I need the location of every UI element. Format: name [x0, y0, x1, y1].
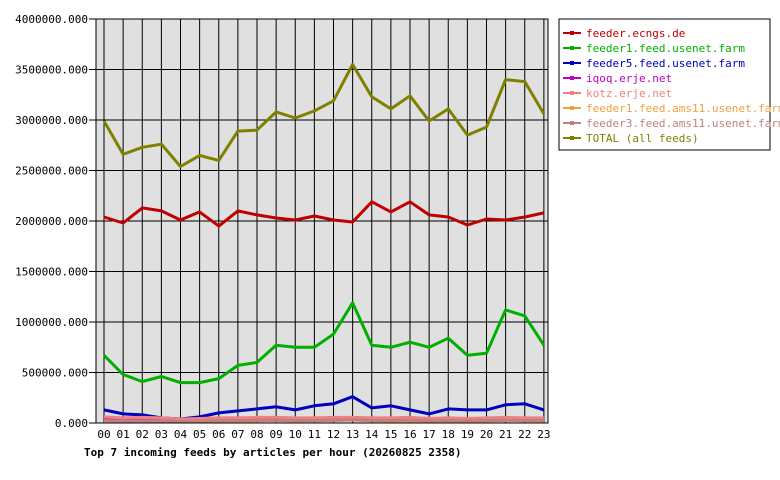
x-tick-label: 05: [193, 428, 206, 441]
chart-caption: Top 7 incoming feeds by articles per hou…: [84, 446, 462, 459]
legend-swatch-marker: [570, 91, 574, 95]
legend-label: feeder5.feed.usenet.farm: [586, 57, 745, 70]
x-tick-label: 17: [423, 428, 436, 441]
x-tick-label: 10: [289, 428, 302, 441]
x-tick-label: 03: [155, 428, 168, 441]
y-tick-label: 1500000.000: [15, 266, 88, 279]
legend-label: feeder1.feed.usenet.farm: [586, 42, 745, 55]
series-line: [102, 63, 546, 168]
legend-label: kotz.erje.net: [586, 87, 672, 100]
legend: feeder.ecngs.de feeder1.feed.usenet.farm f…: [558, 18, 780, 151]
legend-label: feeder3.feed.ams11.usenet.farm: [586, 117, 780, 130]
legend-swatch-marker: [570, 61, 574, 65]
y-tick-label: 500000.000: [22, 367, 88, 380]
x-tick-label: 14: [365, 428, 379, 441]
legend-label: iqoq.erje.net: [586, 72, 672, 85]
x-tick-label: 02: [136, 428, 149, 441]
x-tick-label: 21: [499, 428, 512, 441]
x-tick-label: 11: [308, 428, 321, 441]
y-tick-label: 2500000.000: [15, 165, 88, 178]
x-axis: 00 01 02 03 04 05 06 07 08 09 10 11 12 13 14 15 16 17 18 19…: [97, 428, 550, 441]
legend-swatch-marker: [570, 31, 574, 35]
x-tick-label: 08: [250, 428, 263, 441]
legend-swatch-marker: [570, 106, 574, 110]
x-tick-label: 23: [537, 428, 550, 441]
series-line: [103, 200, 545, 228]
x-tick-label: 09: [270, 428, 283, 441]
y-tick-label: 4000000.000: [15, 13, 88, 26]
y-tick-label: 1000000.000: [15, 316, 88, 329]
x-tick-label: 18: [442, 428, 455, 441]
x-tick-label: 12: [327, 428, 340, 441]
series-line: [102, 301, 546, 385]
legend-swatch-marker: [570, 121, 574, 125]
legend-label: feeder.ecngs.de: [586, 27, 685, 40]
y-axis: 0.000 500000.000 1000000.000 1500000.000 200…: [15, 13, 96, 430]
x-tick-label: 00: [97, 428, 110, 441]
series-line: [103, 415, 544, 421]
series-lines: [102, 63, 546, 424]
y-tick-label: 2000000.000: [15, 215, 88, 228]
series-line: [103, 418, 544, 423]
legend-label: feeder1.feed.ams11.usenet.farm: [586, 102, 780, 115]
x-tick-label: 01: [117, 428, 130, 441]
x-tick-label: 16: [403, 428, 416, 441]
legend-label: TOTAL (all feeds): [586, 132, 699, 145]
legend-swatch-marker: [570, 76, 574, 80]
legend-swatch-marker: [570, 136, 574, 140]
x-tick-label: 13: [346, 428, 359, 441]
x-tick-label: 22: [518, 428, 531, 441]
x-tick-label: 06: [212, 428, 225, 441]
plot-frame: [95, 18, 549, 424]
legend-swatch-marker: [570, 46, 574, 50]
x-tick-label: 04: [174, 428, 188, 441]
y-tick-label: 3000000.000: [15, 114, 88, 127]
y-tick-label: 3500000.000: [15, 64, 88, 77]
y-tick-label: 0.000: [55, 417, 88, 430]
x-tick-label: 20: [480, 428, 493, 441]
x-tick-label: 19: [461, 428, 474, 441]
x-tick-label: 07: [231, 428, 244, 441]
x-tick-label: 15: [384, 428, 397, 441]
legend-box: [558, 18, 771, 151]
